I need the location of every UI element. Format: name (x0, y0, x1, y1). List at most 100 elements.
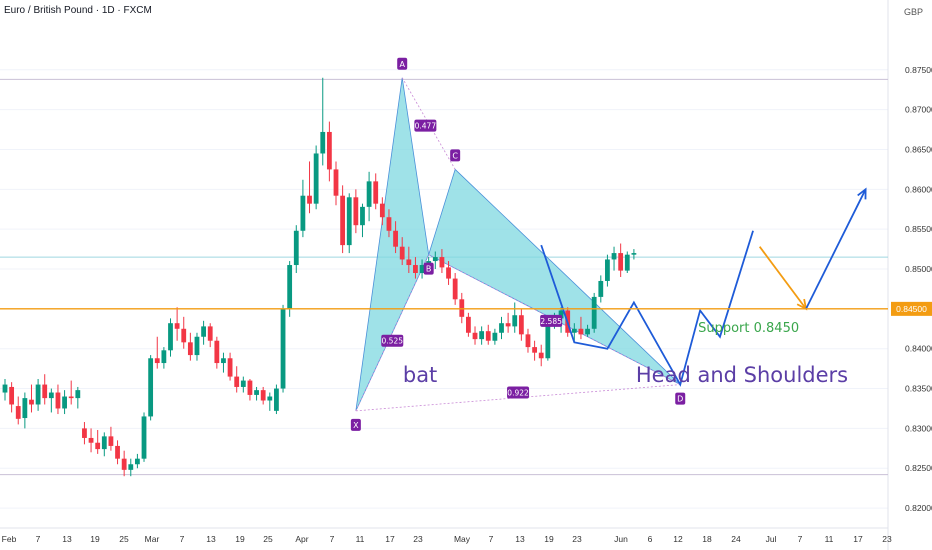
candle (121, 458, 127, 470)
x-tick-label: 13 (515, 534, 525, 544)
candle (326, 131, 332, 170)
candle (88, 437, 94, 443)
bat-pattern-label: bat (403, 363, 437, 387)
pattern-point-labels: bat Head and Shoulders X A B C D 0.477 0.525 2.58… (350, 57, 848, 431)
candle (247, 380, 253, 395)
point-badge (423, 262, 434, 275)
candle (360, 206, 365, 226)
x-tick-label: 19 (235, 534, 245, 544)
x-tick-label: Jul (766, 534, 777, 544)
candle (452, 278, 458, 300)
chart-title: Euro / British Pound · 1D · FXCM (4, 5, 152, 16)
candle (618, 253, 624, 271)
candle (571, 328, 577, 333)
candle (267, 396, 273, 401)
x-tick-label: 24 (731, 534, 741, 544)
ratio-badge (414, 119, 437, 132)
x-tick-label: 23 (413, 534, 423, 544)
x-tick-label: 17 (385, 534, 395, 544)
x-tick-label: 19 (90, 534, 100, 544)
candle (201, 326, 206, 337)
candle (472, 332, 478, 340)
candle (307, 195, 312, 204)
x-tick-label: May (454, 534, 471, 544)
point-badge (350, 418, 361, 431)
candle (333, 169, 339, 196)
candle (15, 406, 21, 419)
candle (512, 315, 518, 327)
x-tick-label: 19 (544, 534, 554, 544)
reference-lines (0, 78, 888, 476)
projection-up-arrow (805, 188, 867, 310)
bat-pattern (355, 77, 681, 412)
candle (413, 265, 418, 273)
candle (280, 308, 286, 389)
candle (42, 384, 48, 399)
candle (35, 384, 41, 405)
candle (214, 340, 220, 364)
candle (154, 358, 160, 364)
candle (48, 392, 54, 399)
x-tick-label: Mar (145, 534, 160, 544)
candle (300, 195, 306, 231)
grid (0, 0, 889, 550)
ratio-label: 0.477 (415, 122, 437, 131)
candle (386, 217, 392, 231)
candle (545, 324, 551, 359)
candle (631, 253, 637, 255)
projection-down-arrow (758, 246, 807, 310)
x-tick-label: 7 (330, 534, 335, 544)
candle (439, 257, 445, 268)
candle (492, 332, 498, 341)
candle (240, 380, 246, 387)
candle (485, 331, 491, 341)
x-tick-label: Jun (614, 534, 628, 544)
candle (22, 398, 28, 419)
candle (148, 358, 154, 417)
candle (207, 326, 213, 341)
candle (346, 197, 352, 246)
point-badge (397, 57, 408, 70)
price-badge-label: 0.84500 (896, 304, 927, 314)
candle (135, 458, 140, 465)
x-tick-label: Feb (2, 534, 17, 544)
x-tick-label: 7 (489, 534, 494, 544)
point-label-a: A (399, 60, 405, 69)
candlestick-series (2, 77, 637, 477)
support-line: Support 0.8450 (0, 308, 888, 336)
x-tick-label: 18 (702, 534, 712, 544)
candle (260, 390, 266, 401)
candle (55, 392, 61, 409)
candle (313, 153, 319, 204)
x-tick-label: 25 (263, 534, 273, 544)
candle (174, 323, 180, 329)
candle (538, 352, 544, 359)
candle (168, 323, 173, 351)
candle (293, 230, 299, 266)
time-axis: Feb 7 13 19 25 Mar 7 13 19 25 Apr 7 11 17 23 May 7 13 19 23… (2, 534, 892, 544)
x-tick-label: Apr (295, 534, 308, 544)
candle (75, 390, 81, 399)
candle (591, 296, 597, 329)
candle (9, 386, 15, 405)
candle (432, 257, 438, 262)
candle (187, 342, 193, 356)
head-and-shoulders-line (540, 230, 754, 387)
candle (62, 396, 67, 409)
candle (254, 390, 259, 395)
candle (479, 331, 485, 340)
projection-arrows (758, 187, 867, 311)
projection-up-arrow-head (857, 187, 867, 200)
candle (393, 230, 398, 247)
head-and-shoulders-label: Head and Shoulders (636, 363, 848, 387)
